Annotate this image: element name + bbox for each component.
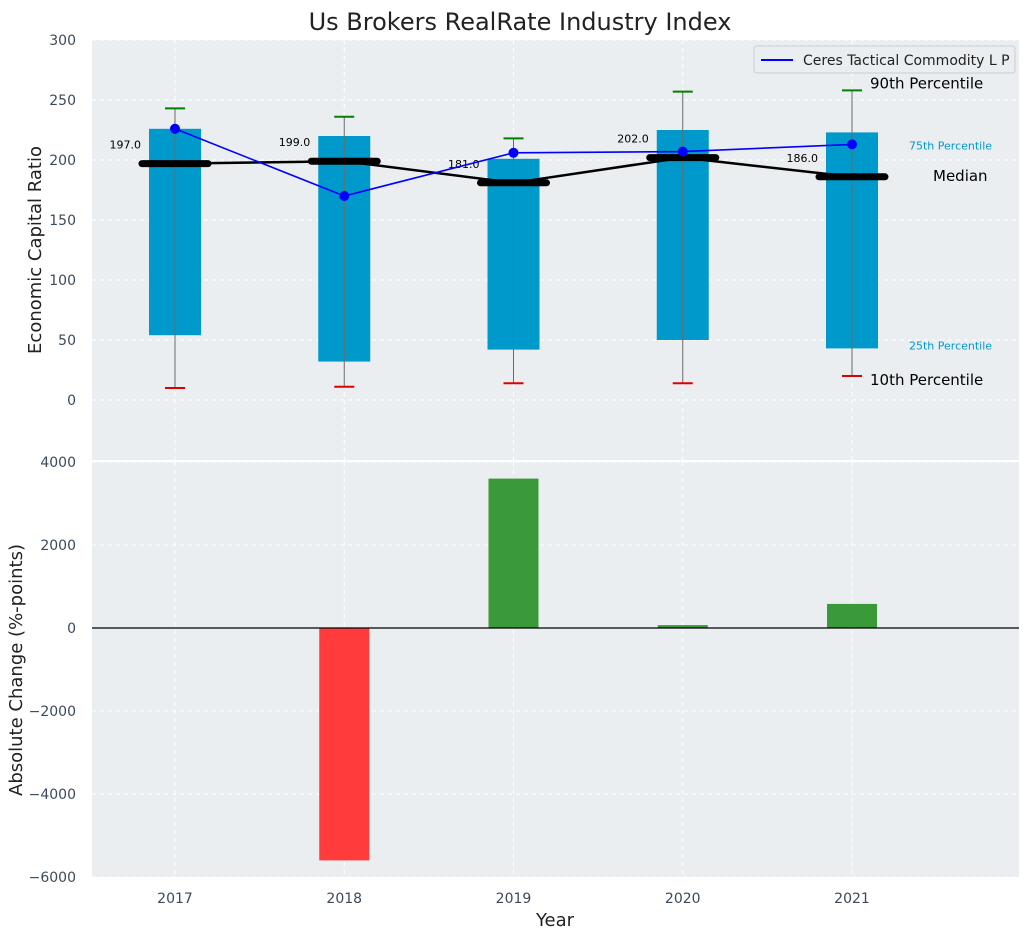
change-bar	[319, 628, 370, 861]
top-y-tick-label: 0	[67, 393, 76, 409]
bottom-panel-y-ticks: −6000 −4000 −2000 0 2000 4000	[29, 455, 76, 886]
series-point	[847, 139, 857, 150]
median-value-label: 199.0	[279, 136, 311, 149]
bottom-panel-grid	[92, 461, 1019, 878]
bottom-y-tick-label: 0	[67, 621, 76, 637]
x-axis-ticks: 2017 2018 2019 2020 2021	[157, 891, 870, 907]
series-point	[508, 147, 519, 158]
change-bar	[488, 478, 539, 628]
median-value-label: 197.0	[110, 139, 142, 152]
bottom-y-tick-label: −4000	[29, 787, 76, 803]
bottom-panel-background	[92, 462, 1019, 877]
x-axis-label: Year	[535, 910, 575, 931]
change-bar	[657, 625, 708, 628]
annotation-p10: 10th Percentile	[870, 371, 983, 389]
legend-label: Ceres Tactical Commodity L P	[803, 53, 1010, 69]
x-tick-label: 2020	[665, 891, 701, 907]
chart-title: Us Brokers RealRate Industry Index	[309, 8, 732, 36]
bottom-y-tick-label: −6000	[29, 870, 76, 886]
top-panel-y-ticks: 0 50 100 150 200 250 300	[49, 33, 76, 409]
bottom-panel-y-axis-label: Absolute Change (%-points)	[6, 544, 27, 796]
x-tick-label: 2021	[834, 891, 870, 907]
top-y-tick-label: 50	[58, 333, 76, 349]
bottom-y-tick-label: −2000	[29, 704, 76, 720]
x-tick-label: 2017	[157, 891, 193, 907]
legend: Ceres Tactical Commodity L P	[753, 45, 1016, 74]
top-y-tick-label: 150	[49, 213, 76, 229]
median-value-label: 186.0	[787, 152, 819, 165]
series-point	[339, 191, 350, 201]
change-bar	[827, 603, 877, 628]
top-y-tick-label: 200	[49, 153, 76, 169]
top-y-tick-label: 250	[49, 93, 76, 109]
legend-box	[753, 45, 1016, 74]
bottom-y-tick-label: 4000	[40, 455, 76, 471]
top-panel-y-axis-label: Economic Capital Ratio	[25, 146, 46, 354]
x-tick-label: 2018	[326, 891, 362, 907]
x-tick-label: 2019	[496, 891, 532, 907]
annotation-p75: 75th Percentile	[909, 139, 992, 152]
annotation-p90: 90th Percentile	[870, 74, 983, 92]
bottom-y-tick-label: 2000	[40, 538, 76, 554]
annotation-median: Median	[933, 167, 988, 185]
top-panel-background	[92, 40, 1019, 460]
annotation-p25: 25th Percentile	[909, 339, 992, 352]
series-point	[677, 146, 688, 157]
series-point	[170, 123, 180, 134]
top-y-tick-label: 100	[49, 273, 76, 289]
median-value-label: 202.0	[617, 133, 649, 146]
bottom-panel-marks	[92, 478, 1019, 861]
top-y-tick-label: 300	[49, 33, 76, 49]
